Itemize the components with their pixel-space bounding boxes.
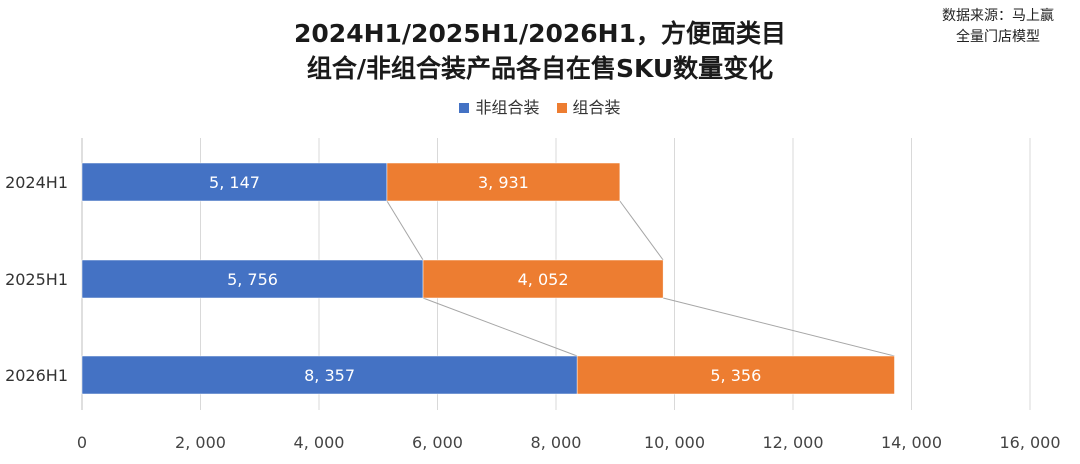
x-tick-label: 4, 000 — [294, 433, 345, 452]
bar-data-label: 5, 756 — [227, 270, 278, 289]
y-category-label: 2024H1 — [5, 173, 68, 192]
bar-data-label: 3, 931 — [478, 173, 529, 192]
bar-data-label: 5, 356 — [710, 366, 761, 385]
x-tick-label: 6, 000 — [412, 433, 463, 452]
legend-label-combo: 组合装 — [572, 98, 621, 117]
data-source-note: 数据来源：马上赢 全量门店模型 — [942, 6, 1054, 48]
y-category-label: 2026H1 — [5, 366, 68, 385]
bar-data-label: 5, 147 — [209, 173, 260, 192]
bar-data-label: 8, 357 — [304, 366, 355, 385]
bar-data-label: 4, 052 — [518, 270, 569, 289]
y-category-label: 2025H1 — [5, 270, 68, 289]
legend-swatch-non-combo — [459, 102, 470, 113]
bar-non-combo — [81, 355, 578, 395]
x-tick-label: 2, 000 — [175, 433, 226, 452]
x-tick-label: 10, 000 — [644, 433, 705, 452]
bar-combo — [386, 162, 621, 202]
bar-combo — [422, 259, 664, 299]
series-connector-line — [386, 200, 424, 261]
x-tick-label: 16, 000 — [999, 433, 1060, 452]
bar-combo — [576, 355, 895, 395]
chart-title-line2: 组合/非组合装产品各自在售SKU数量变化 — [306, 54, 774, 83]
source-line-1: 数据来源：马上赢 — [942, 8, 1054, 24]
chart-title-line1: 2024H1/2025H1/2026H1，方便面类目 — [294, 19, 786, 48]
legend-swatch-combo — [556, 102, 567, 113]
legend-label-non-combo: 非组合装 — [475, 98, 540, 117]
series-connector-line — [422, 297, 578, 357]
series-connector-line — [619, 200, 664, 261]
bar-non-combo — [81, 162, 388, 202]
legend-item-combo: 组合装 — [556, 94, 621, 118]
series-connector-line — [663, 297, 895, 357]
chart-legend: 非组合装 组合装 — [0, 94, 1080, 118]
x-tick-label: 0 — [77, 433, 87, 452]
legend-item-non-combo: 非组合装 — [459, 94, 539, 118]
source-line-2: 全量门店模型 — [956, 29, 1040, 45]
x-tick-label: 14, 000 — [881, 433, 942, 452]
x-tick-label: 8, 000 — [531, 433, 582, 452]
x-tick-label: 12, 000 — [762, 433, 823, 452]
bar-non-combo — [81, 259, 424, 299]
